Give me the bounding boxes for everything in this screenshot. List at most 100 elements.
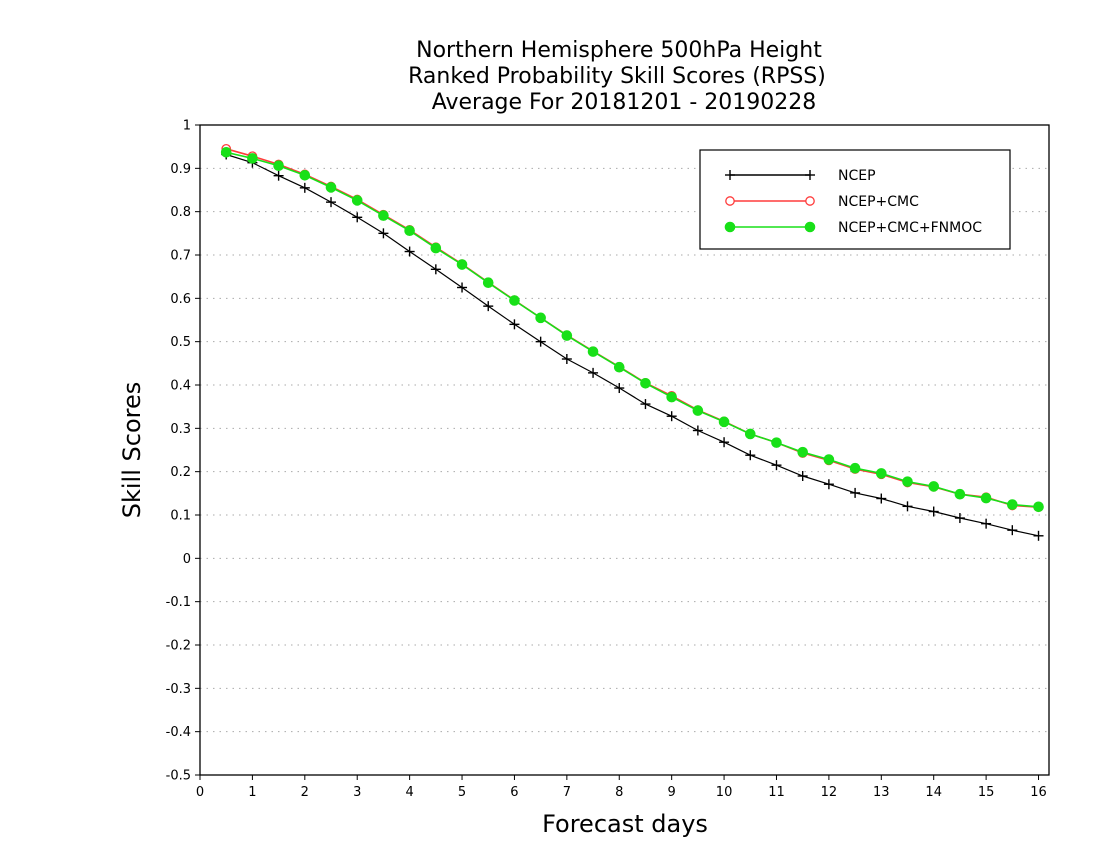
y-tick-label: 0.8 bbox=[170, 205, 191, 220]
axes: -0.5 -0.4 -0.3 -0.2 -0.1 0 0.1 0.2 0.3 0.4 0.5 0.6 0… bbox=[166, 119, 1047, 801]
x-tick-label: 0 bbox=[196, 785, 204, 800]
data-point bbox=[483, 301, 494, 312]
data-point bbox=[849, 462, 861, 474]
x-tick-label: 7 bbox=[563, 785, 571, 800]
data-point bbox=[876, 493, 887, 504]
data-point bbox=[1033, 530, 1044, 541]
data-point bbox=[588, 367, 599, 378]
y-tick-label: 0 bbox=[183, 552, 191, 567]
y-tick-label: 0.7 bbox=[170, 249, 191, 264]
data-point bbox=[980, 492, 992, 504]
data-point bbox=[797, 446, 808, 458]
y-tick-label: 0.3 bbox=[170, 422, 191, 437]
data-point bbox=[247, 153, 258, 164]
data-point bbox=[299, 182, 310, 193]
data-point bbox=[902, 476, 913, 487]
data-point bbox=[666, 391, 677, 403]
data-point bbox=[850, 487, 861, 498]
data-point bbox=[1033, 501, 1044, 513]
data-point bbox=[797, 471, 808, 481]
data-point bbox=[351, 195, 363, 206]
legend-item: NCEP+CMC bbox=[725, 194, 919, 210]
data-point bbox=[482, 277, 494, 289]
chart-title-line-3: Average For 20181201 - 20190228 bbox=[432, 90, 817, 115]
legend-marker bbox=[805, 196, 815, 206]
legend-marker bbox=[804, 221, 816, 233]
y-tick-label: 0.1 bbox=[170, 509, 191, 524]
data-point bbox=[744, 428, 756, 440]
x-tick-label: 3 bbox=[353, 785, 361, 800]
legend-marker bbox=[805, 170, 815, 180]
y-tick-label: 0.5 bbox=[170, 335, 191, 350]
x-tick-label: 13 bbox=[873, 785, 890, 800]
legend: NCEP NCEP+CMC NCEP+CMC+FNMOC bbox=[699, 149, 1011, 250]
data-point bbox=[561, 330, 573, 341]
data-point bbox=[614, 383, 625, 394]
y-tick-label: 0.2 bbox=[170, 465, 191, 480]
data-point bbox=[745, 450, 756, 461]
data-point bbox=[640, 399, 651, 410]
x-tick-label: 6 bbox=[510, 785, 518, 800]
data-point bbox=[561, 354, 572, 364]
data-point bbox=[640, 377, 651, 389]
x-tick-label: 12 bbox=[821, 785, 838, 800]
x-tick-label: 14 bbox=[925, 785, 942, 800]
x-tick-label: 8 bbox=[615, 785, 623, 800]
data-point bbox=[1007, 525, 1018, 536]
data-point bbox=[378, 210, 389, 221]
data-point bbox=[378, 228, 389, 239]
y-tick-label: 1 bbox=[183, 119, 191, 134]
data-point bbox=[404, 225, 415, 237]
data-point bbox=[771, 437, 782, 448]
plot-frame bbox=[199, 124, 1050, 776]
x-tick-label: 16 bbox=[1030, 785, 1047, 800]
y-tick-label: -0.1 bbox=[166, 595, 191, 610]
legend-marker bbox=[725, 196, 735, 206]
data-point bbox=[457, 282, 468, 293]
data-point bbox=[692, 425, 703, 436]
data-point bbox=[823, 479, 834, 490]
data-point bbox=[509, 319, 520, 330]
legend-item: NCEP bbox=[725, 168, 876, 184]
data-point bbox=[535, 336, 546, 347]
x-tick-label: 10 bbox=[716, 785, 733, 800]
data-point bbox=[430, 264, 441, 275]
data-point bbox=[509, 295, 520, 306]
data-point bbox=[352, 212, 363, 223]
data-point bbox=[875, 468, 887, 479]
data-point bbox=[326, 197, 337, 208]
x-tick-label: 11 bbox=[768, 785, 785, 800]
legend-box bbox=[699, 149, 1011, 250]
x-tick-label: 5 bbox=[458, 785, 466, 800]
data-point bbox=[430, 242, 442, 254]
data-point bbox=[718, 416, 730, 428]
x-tick-label: 15 bbox=[978, 785, 995, 800]
legend-label: NCEP bbox=[838, 168, 876, 184]
series-ncep-cmc-fnmoc bbox=[220, 147, 1044, 513]
chart-title-line-1: Northern Hemisphere 500hPa Height bbox=[416, 38, 822, 63]
legend-label: NCEP+CMC+FNMOC bbox=[838, 220, 982, 236]
series-line bbox=[226, 153, 1039, 537]
data-point bbox=[325, 182, 337, 193]
data-point bbox=[587, 346, 599, 357]
data-point bbox=[456, 259, 468, 270]
data-point bbox=[954, 488, 966, 500]
y-tick-label: -0.5 bbox=[166, 769, 191, 784]
gridlines bbox=[200, 167, 1049, 733]
data-point bbox=[981, 518, 992, 529]
data-point bbox=[1007, 499, 1018, 510]
y-tick-label: -0.3 bbox=[166, 682, 191, 697]
y-tick-label: 0.6 bbox=[170, 292, 191, 307]
data-point bbox=[220, 147, 232, 158]
data-point bbox=[273, 160, 284, 172]
data-point bbox=[273, 170, 284, 181]
x-axis-title: Forecast days bbox=[542, 810, 708, 838]
legend-marker bbox=[724, 221, 736, 233]
chart-title: Northern Hemisphere 500hPa Height Ranked… bbox=[408, 38, 826, 115]
legend-item: NCEP+CMC+FNMOC bbox=[724, 220, 982, 236]
data-point bbox=[954, 513, 965, 524]
data-point bbox=[771, 460, 782, 471]
data-point bbox=[692, 405, 704, 416]
